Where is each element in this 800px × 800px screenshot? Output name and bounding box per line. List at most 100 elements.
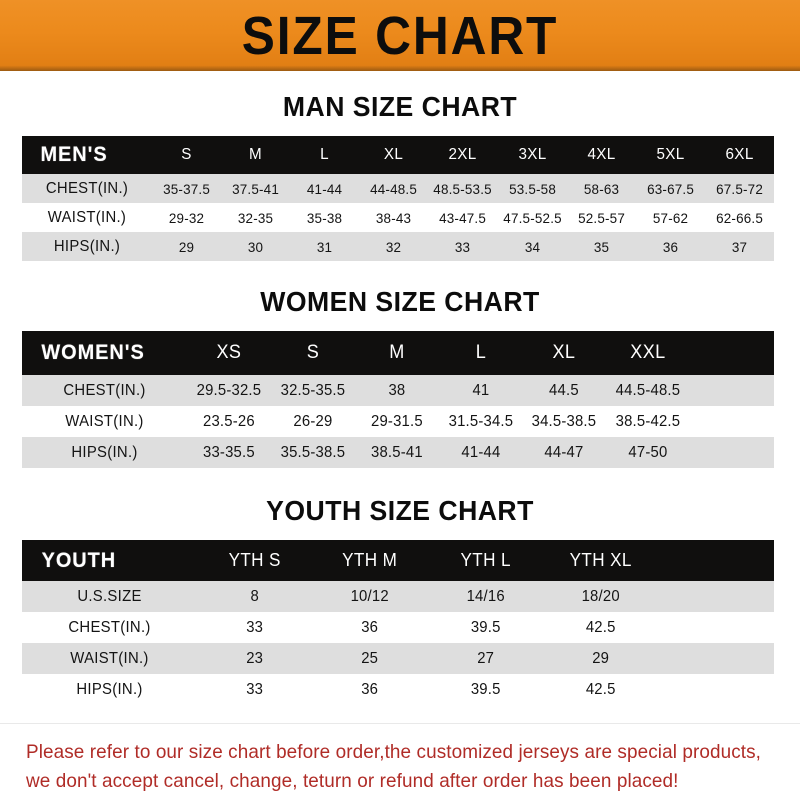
men-hips-5xl: 36: [662, 238, 678, 255]
men-col-header-xl: XL: [384, 146, 404, 163]
men-table-body: CHEST(IN.) 35-37.5 37.5-41 41-44 44-48.5…: [22, 174, 774, 261]
men-hips-s: 29: [178, 238, 195, 255]
youth-hips-empty: [661, 674, 772, 705]
men-corner-label: MEN'S: [40, 143, 108, 166]
women-table-body: CHEST(IN.) 29.5-32.5 32.5-35.5 38 41 44.…: [22, 375, 774, 468]
women-waist-xs: 23.5-26: [203, 412, 255, 430]
youth-row-label-chest: CHEST(IN.): [68, 618, 151, 636]
youth-waist-empty: [661, 643, 772, 674]
men-col-header-3xl: 3XL: [518, 146, 547, 163]
men-hips-6xl: 37: [731, 238, 748, 255]
youth-chest-l: 39.5: [470, 618, 501, 636]
women-row-label-hips: HIPS(IN.): [71, 443, 138, 461]
youth-col-header-empty: [661, 540, 771, 581]
youth-hips-s: 33: [246, 680, 264, 698]
table-row: HIPS(IN.) 29 30 31 32 33 34 35 36 37: [22, 232, 774, 261]
men-row-label-hips: HIPS(IN.): [53, 237, 121, 255]
men-col-header-4xl: 4XL: [587, 146, 616, 163]
women-chest-m: 38: [388, 381, 406, 399]
women-table-header: WOMEN'S XS S M L XL XXL: [22, 331, 774, 375]
youth-col-header-xl: YTH XL: [569, 550, 632, 570]
youth-waist-s: 23: [246, 649, 264, 667]
men-hips-xl: 32: [386, 238, 402, 255]
men-hips-2xl: 33: [455, 238, 471, 255]
page-banner: SIZE CHART: [0, 0, 800, 71]
women-waist-xl: 34.5-38.5: [531, 412, 597, 430]
men-col-header-6xl: 6XL: [725, 146, 754, 163]
table-row: WAIST(IN.) 23 25 27 29: [22, 643, 774, 674]
men-waist-3xl: 47.5-52.5: [502, 209, 562, 226]
women-waist-xxl: 38.5-42.5: [615, 412, 681, 430]
men-section: MAN SIZE CHART MEN'S S M L XL 2XL 3XL 4X…: [0, 71, 800, 261]
youth-row-label-ussize: U.S.SIZE: [77, 587, 142, 605]
youth-hips-m: 36: [361, 680, 379, 698]
women-row-label-chest: CHEST(IN.): [63, 381, 146, 399]
men-chest-xl: 44-48.5: [370, 180, 418, 197]
footer-note: Please refer to our size chart before or…: [0, 723, 800, 800]
women-waist-m: 29-31.5: [370, 412, 423, 430]
youth-chest-s: 33: [246, 618, 264, 636]
women-section-title: WOMEN SIZE CHART: [260, 286, 540, 317]
men-waist-4xl: 52.5-57: [577, 209, 625, 226]
women-waist-s: 26-29: [293, 412, 333, 430]
table-row: WAIST(IN.) 23.5-26 26-29 29-31.5 31.5-34…: [22, 406, 774, 437]
youth-corner-label: YOUTH: [41, 548, 117, 572]
men-waist-xl: 38-43: [376, 209, 412, 226]
men-waist-6xl: 62-66.5: [715, 209, 763, 226]
women-hips-xl: 44-47: [544, 443, 584, 461]
men-chest-3xl: 53.5-58: [508, 180, 556, 197]
table-row: HIPS(IN.) 33 36 39.5 42.5: [22, 674, 774, 705]
women-hips-s: 35.5-38.5: [280, 443, 346, 461]
women-waist-empty: [692, 406, 773, 437]
men-hips-3xl: 34: [524, 238, 540, 255]
men-waist-m: 32-35: [237, 209, 274, 226]
women-waist-l: 31.5-34.5: [448, 412, 513, 430]
table-row: CHEST(IN.) 33 36 39.5 42.5: [22, 612, 774, 643]
men-chest-5xl: 63-67.5: [646, 180, 694, 197]
women-corner-label: WOMEN'S: [41, 341, 145, 364]
youth-chest-empty: [661, 612, 772, 643]
footer-note-line-1: Please refer to our size chart before or…: [26, 741, 762, 763]
men-col-header-l: L: [320, 146, 330, 163]
table-row: HIPS(IN.) 33-35.5 35.5-38.5 38.5-41 41-4…: [22, 437, 774, 468]
youth-ussize-s: 8: [250, 587, 259, 605]
women-hips-m: 38.5-41: [370, 443, 423, 461]
youth-row-label-waist: WAIST(IN.): [70, 649, 149, 667]
footer-note-line-2: we don't accept cancel, change, teturn o…: [26, 770, 679, 792]
women-col-header-xl: XL: [552, 342, 576, 363]
men-chest-2xl: 48.5-53.5: [433, 180, 493, 197]
women-section: WOMEN SIZE CHART WOMEN'S XS S M L XL XXL…: [0, 261, 800, 468]
men-chest-6xl: 67.5-72: [715, 180, 763, 197]
men-section-title: MAN SIZE CHART: [282, 91, 518, 122]
youth-waist-l: 27: [476, 649, 494, 667]
youth-waist-xl: 29: [592, 649, 610, 667]
youth-col-header-m: YTH M: [342, 550, 398, 570]
youth-ussize-l: 14/16: [466, 587, 505, 605]
youth-hips-xl: 42.5: [585, 680, 616, 698]
women-col-header-s: S: [306, 342, 319, 363]
men-hips-m: 30: [247, 238, 264, 255]
youth-row-label-hips: HIPS(IN.): [76, 680, 143, 698]
youth-section: YOUTH SIZE CHART YOUTH YTH S YTH M YTH L…: [0, 468, 800, 705]
men-col-header-s: S: [181, 146, 192, 163]
youth-chest-xl: 42.5: [585, 618, 616, 636]
women-chest-xxl: 44.5-48.5: [615, 381, 681, 399]
women-chest-xl: 44.5: [549, 381, 580, 399]
men-chest-m: 37.5-41: [232, 180, 280, 197]
youth-waist-m: 25: [361, 649, 379, 667]
banner-title: SIZE CHART: [241, 5, 559, 66]
women-chest-xs: 29.5-32.5: [196, 381, 262, 399]
youth-ussize-m: 10/12: [350, 587, 390, 605]
men-hips-l: 31: [317, 238, 333, 255]
women-hips-l: 41-44: [460, 443, 500, 461]
youth-chest-m: 36: [361, 618, 379, 636]
women-col-header-xxl: XXL: [630, 342, 666, 363]
women-row-label-waist: WAIST(IN.): [65, 412, 144, 430]
men-chest-s: 35-37.5: [163, 180, 211, 197]
women-hips-xs: 33-35.5: [203, 443, 255, 461]
youth-section-title: YOUTH SIZE CHART: [266, 495, 534, 526]
youth-hips-l: 39.5: [470, 680, 501, 698]
women-chest-l: 41: [471, 381, 489, 399]
men-chest-l: 41-44: [307, 180, 343, 197]
